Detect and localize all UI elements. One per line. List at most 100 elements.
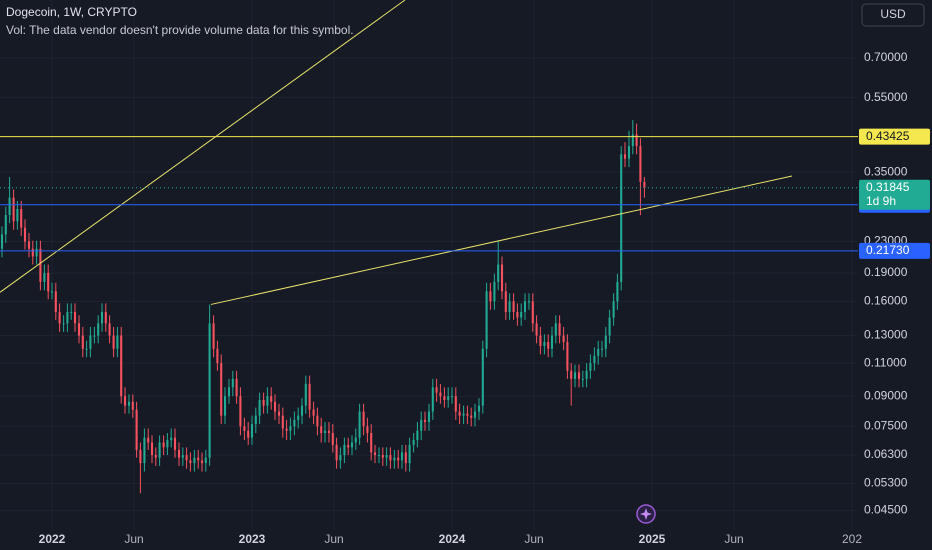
candle-body <box>112 335 115 349</box>
candle-body <box>223 396 227 416</box>
candle-body <box>604 335 607 349</box>
candle-body <box>527 301 531 303</box>
candle-body <box>170 437 173 441</box>
candle-body <box>473 411 477 418</box>
candle-body <box>550 335 554 349</box>
x-tick-label: Jun <box>524 532 543 546</box>
candle-body <box>500 264 504 292</box>
candle-body <box>212 323 215 349</box>
y-tick-label: 0.06300 <box>864 447 908 461</box>
y-tick-label: 0.11000 <box>864 355 907 369</box>
candle-body <box>481 348 484 406</box>
candle-body <box>0 234 4 249</box>
candle-body <box>620 154 623 282</box>
candle-body <box>554 323 557 336</box>
candle-body <box>289 426 292 431</box>
candle-body <box>589 363 592 371</box>
candle-body <box>147 437 150 443</box>
candle-body <box>420 419 423 431</box>
candle-body <box>104 311 107 324</box>
candle-body <box>539 335 542 347</box>
candle-body <box>281 415 284 429</box>
candle-body <box>431 387 434 412</box>
x-tick-label: 202 <box>842 532 862 546</box>
candle-body <box>239 396 242 427</box>
candle-body <box>231 378 234 388</box>
candle-body <box>427 411 431 422</box>
candle-body <box>435 387 438 393</box>
candle-body <box>566 342 569 371</box>
candle-body <box>531 301 534 324</box>
candle-body <box>331 433 334 445</box>
candle-body <box>377 455 381 457</box>
candle-body <box>450 396 454 398</box>
candle-body <box>393 457 396 461</box>
x-tick-label: 2025 <box>639 532 666 546</box>
candle-body <box>304 383 307 406</box>
trend-line <box>210 175 793 305</box>
y-tick-label: 0.05300 <box>864 476 908 490</box>
y-tick-label: 0.70000 <box>864 50 908 64</box>
candle-body <box>273 401 277 412</box>
candle-body <box>493 281 496 302</box>
candle-body <box>535 323 538 336</box>
event-star[interactable] <box>640 508 652 520</box>
candle-body <box>73 311 77 324</box>
candle-body <box>31 248 34 257</box>
price-axis-panel <box>858 0 932 550</box>
candle-body <box>593 355 596 364</box>
candle-body <box>389 455 392 461</box>
candle-body <box>562 335 565 343</box>
candle-body <box>258 399 261 416</box>
candle-body <box>250 424 254 438</box>
candle-body <box>323 430 327 434</box>
candle-body <box>300 405 304 416</box>
candle-body <box>220 363 223 416</box>
candle-body <box>423 419 427 422</box>
price-label: 0.21730 <box>866 243 910 257</box>
candle-body <box>631 134 634 147</box>
candle-body <box>131 401 134 410</box>
candle-body <box>262 399 265 406</box>
y-tick-label: 0.04500 <box>864 503 908 517</box>
current-price-bg <box>859 179 930 210</box>
candle-body <box>581 378 584 380</box>
candle-body <box>108 323 111 336</box>
event-marker[interactable] <box>636 504 656 524</box>
candle-body <box>543 342 546 347</box>
candle-body <box>477 405 481 412</box>
candle-body <box>497 264 500 282</box>
candle-body <box>97 323 100 336</box>
candle-body <box>70 311 73 313</box>
y-tick-label: 0.35000 <box>864 164 908 178</box>
price-label: 0.43425 <box>866 129 910 143</box>
candle-body <box>370 433 373 453</box>
candle-body <box>343 444 346 456</box>
candle-body <box>16 208 19 222</box>
candle-body <box>85 348 88 350</box>
candle-body <box>123 396 127 406</box>
candle-body <box>470 415 473 418</box>
candle-body <box>58 311 61 324</box>
candle-body <box>454 396 457 412</box>
candle-body <box>39 248 42 282</box>
candle-body <box>150 442 154 456</box>
candle-body <box>89 335 92 349</box>
candle-body <box>373 452 377 456</box>
candle-body <box>397 457 400 461</box>
candle-body <box>127 401 131 406</box>
candle-body <box>62 323 65 325</box>
candle-body <box>520 311 523 318</box>
candle-body <box>573 372 577 379</box>
candle-body <box>439 392 442 397</box>
currency-button[interactable] <box>861 3 925 27</box>
candle-body <box>577 372 581 379</box>
currency[interactable]: USD <box>880 7 906 21</box>
candle-body <box>635 134 638 147</box>
y-tick-label: 0.07500 <box>864 418 908 432</box>
candle-body <box>81 335 84 349</box>
candle-body <box>385 455 388 458</box>
candle-body <box>485 291 488 349</box>
candle-body <box>381 455 384 458</box>
candle-body <box>339 455 342 461</box>
